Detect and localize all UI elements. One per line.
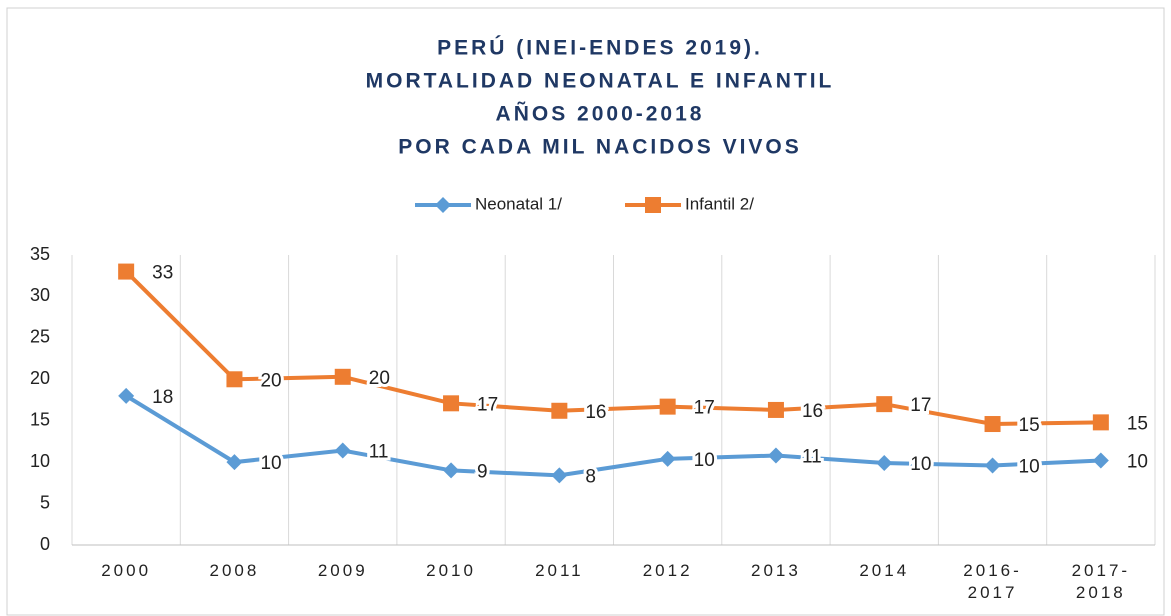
x-tick-label: 2014: [859, 561, 910, 580]
data-point: [984, 416, 1001, 433]
data-label: 10: [910, 454, 931, 475]
data-label: 16: [802, 401, 823, 422]
data-point: [334, 368, 351, 385]
data-point: [118, 263, 135, 280]
y-tick-label: 5: [40, 492, 50, 512]
data-label: 11: [802, 447, 822, 468]
data-label: 10: [694, 450, 715, 471]
data-label: 33: [152, 263, 173, 284]
legend-marker: [435, 197, 451, 213]
data-point: [551, 402, 568, 419]
y-tick-label: 35: [30, 244, 50, 264]
data-label: 18: [152, 387, 173, 408]
y-tick-label: 30: [30, 285, 50, 305]
legend-marker: [645, 197, 661, 213]
data-label: 9: [477, 461, 488, 482]
x-tick-label: 2016-2017: [963, 561, 1022, 602]
x-tick-label: 2000: [101, 561, 152, 580]
y-tick-label: 20: [30, 368, 50, 388]
x-tick-label: 2013: [751, 561, 801, 580]
data-point: [443, 462, 460, 479]
legend-label: Neonatal 1/: [475, 194, 562, 213]
x-tick-label: 2012: [642, 561, 693, 580]
x-tick-label: 2011: [535, 561, 584, 580]
chart-title: AÑOS 2000-2018: [496, 103, 705, 126]
series-line: [124, 270, 1101, 427]
data-point: [876, 396, 893, 413]
data-point: [659, 450, 676, 467]
data-point: [551, 467, 568, 484]
data-point: [1092, 452, 1109, 469]
data-label: 10: [1127, 452, 1148, 473]
data-label: 11: [369, 442, 389, 463]
data-label: 10: [260, 453, 281, 474]
data-point: [334, 442, 351, 459]
chart-title: PERÚ (INEI-ENDES 2019).: [437, 36, 763, 60]
data-label: 20: [260, 370, 281, 391]
data-label: 8: [585, 466, 596, 487]
data-label: 15: [1019, 415, 1040, 436]
y-tick-label: 15: [30, 409, 50, 429]
y-tick-label: 25: [30, 327, 50, 347]
data-point: [118, 387, 135, 404]
x-tick-label: 2009: [317, 561, 368, 580]
data-point: [984, 457, 1001, 474]
chart-title: POR CADA MIL NACIDOS VIVOS: [398, 136, 802, 159]
data-label: 17: [477, 394, 498, 415]
data-label: 16: [585, 402, 606, 423]
data-label: 10: [1019, 456, 1040, 477]
data-point: [226, 454, 243, 471]
data-point: [1092, 414, 1109, 431]
data-point: [443, 395, 460, 412]
y-tick-label: 10: [30, 451, 50, 471]
data-point: [659, 398, 676, 415]
data-label: 17: [694, 398, 715, 419]
y-tick-label: 0: [40, 534, 50, 554]
x-tick-label: 2010: [426, 561, 476, 580]
data-label: 15: [1127, 413, 1148, 434]
data-point: [226, 371, 243, 388]
legend-label: Infantil 2/: [685, 194, 754, 213]
chart-border: [6, 7, 1165, 616]
data-point: [767, 447, 784, 464]
series-line: [125, 394, 1101, 478]
data-point: [876, 454, 893, 471]
x-tick-label: 2017-2018: [1071, 561, 1131, 602]
data-point: [767, 401, 784, 418]
data-label: 20: [369, 368, 390, 389]
chart-title: MORTALIDAD NEONATAL E INFANTIL: [366, 70, 835, 93]
data-label: 17: [910, 395, 931, 416]
x-tick-label: 2008: [209, 561, 260, 580]
